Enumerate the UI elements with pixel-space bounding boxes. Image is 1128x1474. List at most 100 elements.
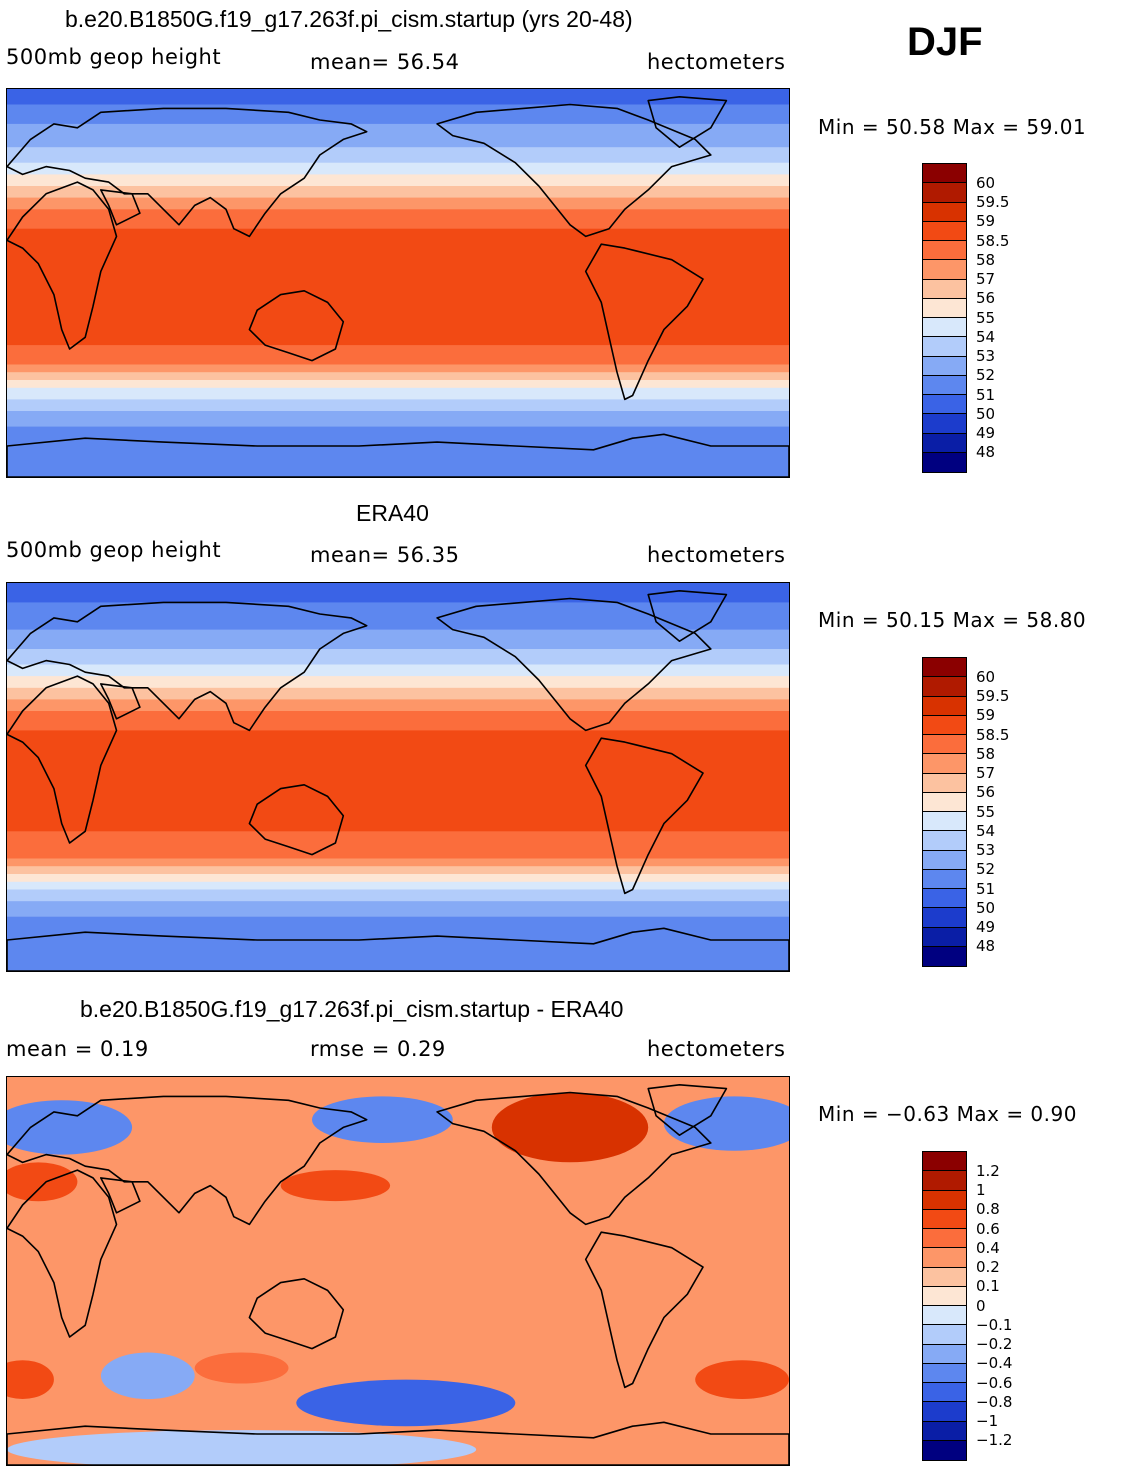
colorbar-box xyxy=(923,1190,966,1210)
colorbar-box xyxy=(923,889,966,909)
colorbar-box xyxy=(923,1152,966,1172)
contour-band xyxy=(7,583,789,603)
coastline xyxy=(7,1095,368,1226)
coastline xyxy=(436,103,712,238)
colorbar-box xyxy=(923,356,966,376)
anomaly-region xyxy=(491,1092,649,1163)
contour-band xyxy=(7,380,789,389)
colorbar-tick-label: 53 xyxy=(976,347,996,365)
colorbar-box xyxy=(923,850,966,870)
colorbar-tick-label: 0.6 xyxy=(976,1219,1000,1238)
panel-3-minmax: Min = −0.63 Max = 0.90 xyxy=(818,1102,1077,1126)
coastline xyxy=(7,107,368,238)
coastline xyxy=(7,601,368,732)
contour-band xyxy=(7,387,789,400)
colorbar-tick-label: 48 xyxy=(976,937,996,956)
colorbar-box xyxy=(923,452,966,472)
colorbar-tick-label: −0.6 xyxy=(976,1373,1013,1392)
anomaly-region xyxy=(7,1430,477,1465)
panel-2-minmax: Min = 50.15 Max = 58.80 xyxy=(818,608,1087,632)
colorbar-tick-label: 57 xyxy=(976,270,996,288)
anomaly-region xyxy=(7,1100,133,1155)
anomaly-region xyxy=(296,1379,516,1427)
anomaly-region xyxy=(280,1170,391,1202)
colorbar-box xyxy=(923,658,966,678)
contour-band xyxy=(7,881,789,891)
panel-3-mean-label: mean = 0.19 xyxy=(6,1037,149,1061)
colorbar-tick-label: 1 xyxy=(976,1181,986,1199)
colorbar-tick-label: 55 xyxy=(976,308,996,327)
panel-1-variable-label: 500mb geop height xyxy=(6,45,222,69)
colorbar-tick-label: 60 xyxy=(976,667,996,686)
colorbar-box xyxy=(923,375,966,395)
colorbar-box xyxy=(923,260,966,280)
contour-band xyxy=(7,730,789,832)
contour-band xyxy=(7,629,789,650)
colorbar-box xyxy=(923,1325,966,1345)
colorbar-tick-label: 59.5 xyxy=(976,687,1010,705)
colorbar-tick-label: 54 xyxy=(976,821,996,840)
coastline xyxy=(436,597,712,732)
map-canvas xyxy=(7,1077,789,1465)
contour-band xyxy=(7,364,789,373)
colorbar-tick-label: 49 xyxy=(976,918,996,936)
panel-2-units-label: hectometers xyxy=(647,543,786,567)
colorbar-tick-label: 58.5 xyxy=(976,725,1010,744)
panel-1-title: b.e20.B1850G.f19_g17.263f.pi_cism.startu… xyxy=(65,6,633,32)
panel-1-minmax: Min = 50.58 Max = 59.01 xyxy=(818,115,1087,139)
contour-band xyxy=(7,186,789,199)
panel-2-title: ERA40 xyxy=(356,500,429,526)
coastline xyxy=(248,290,345,362)
colorbar-box xyxy=(923,927,966,947)
colorbar-box xyxy=(923,677,966,697)
contour-band xyxy=(7,687,789,700)
colorbar-box xyxy=(923,1402,966,1422)
colorbar-box xyxy=(923,1286,966,1306)
coastline xyxy=(100,189,141,226)
contour-band xyxy=(7,699,789,712)
anomaly-region xyxy=(7,1360,54,1399)
coastline xyxy=(7,927,789,971)
colorbar-tick-label: 1.2 xyxy=(976,1161,1000,1180)
colorbar-tick-label: 50 xyxy=(976,404,996,423)
panel-2-mean-label: mean= 56.35 xyxy=(310,543,460,567)
contour-band xyxy=(7,889,789,902)
coastline xyxy=(248,784,345,856)
anomaly-region xyxy=(194,1352,289,1384)
contour-band xyxy=(7,147,789,164)
panel-3-rmse-label: rmse = 0.29 xyxy=(310,1037,446,1061)
coastline xyxy=(100,1177,141,1214)
colorbar-tick-label: 60 xyxy=(976,173,996,192)
contour-band xyxy=(7,162,789,175)
colorbar-tick-label: 56 xyxy=(976,289,996,308)
colorbar-box xyxy=(923,792,966,812)
colorbar-box xyxy=(923,298,966,318)
colorbar-tick-label: −0.8 xyxy=(976,1392,1013,1411)
contour-band xyxy=(7,866,789,875)
map-canvas xyxy=(7,583,789,971)
panel-2-map xyxy=(6,582,790,972)
colorbar-box xyxy=(923,773,966,793)
coastline xyxy=(7,1421,789,1465)
panel-1-mean-label: mean= 56.54 xyxy=(310,50,460,74)
colorbar-box xyxy=(923,1421,966,1441)
colorbar-tick-label: 58 xyxy=(976,250,996,269)
contour-band xyxy=(7,916,789,971)
colorbar-box xyxy=(923,1171,966,1191)
colorbar-box xyxy=(923,202,966,222)
colorbar-tick-label: 0.4 xyxy=(976,1238,1000,1257)
contour-band xyxy=(7,345,789,366)
contour-band xyxy=(7,123,789,148)
colorbar-box xyxy=(923,1229,966,1249)
colorbar-box xyxy=(923,1363,966,1383)
colorbar-tick-label: 49 xyxy=(976,424,996,442)
panel-3-map xyxy=(6,1076,790,1466)
panel-2-colorbar xyxy=(922,657,967,967)
panel-1-map xyxy=(6,88,790,478)
colorbar-tick-label: 0 xyxy=(976,1296,986,1315)
colorbar-tick-label: 59 xyxy=(976,706,996,725)
colorbar-box xyxy=(923,812,966,832)
contour-band xyxy=(7,858,789,867)
contour-band xyxy=(7,831,789,860)
colorbar-tick-label: −0.1 xyxy=(976,1315,1013,1334)
